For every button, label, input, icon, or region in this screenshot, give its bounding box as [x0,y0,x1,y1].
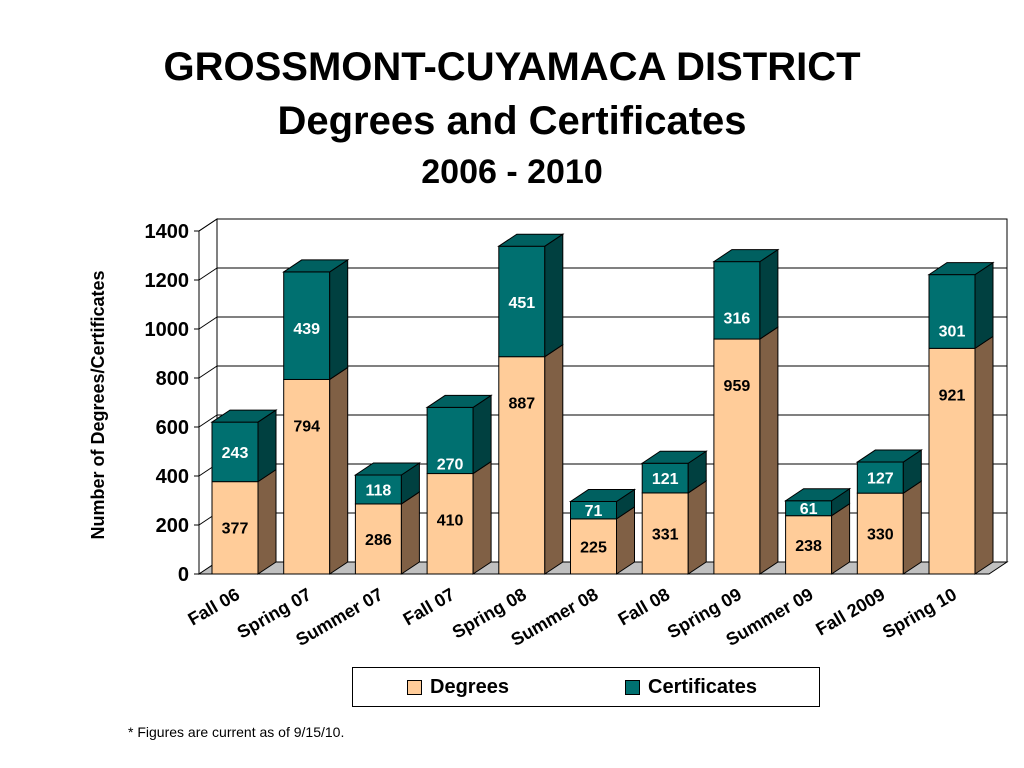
chart-title-line2: Degrees and Certificates [277,99,747,143]
bar-top [712,249,780,263]
bar-top [210,409,278,423]
bar-top [425,394,493,408]
bar-top [640,450,708,464]
legend-swatch-degrees [407,679,422,695]
y-tick-label: 1200 [145,270,190,292]
bar-certificates-side [329,258,349,381]
data-label-certificates: 243 [222,445,249,462]
legend-item-degrees: Degrees [407,675,509,698]
bar-certificates-side [759,248,779,340]
gridline [198,316,218,330]
data-label-degrees: 286 [365,532,392,549]
y-tick-label: 400 [156,466,189,488]
bar-degrees-side [759,326,779,575]
bar-degrees-side [974,335,994,575]
bar-top [855,449,923,463]
data-label-degrees: 225 [580,539,607,556]
y-tick-label: 200 [156,515,189,537]
bar-degrees-side [472,460,492,575]
y-tick-label: 800 [156,368,189,390]
data-label-certificates: 451 [508,295,535,312]
gridline [198,365,218,379]
data-label-degrees: 959 [724,378,751,395]
y-tick-label: 1400 [145,221,190,243]
bar-certificates [354,474,402,505]
gridline [198,218,218,232]
x-tick-label: Fall 06 [184,584,243,629]
data-label-certificates: 127 [867,471,894,488]
bar-degrees-side [329,366,349,575]
data-label-degrees: 377 [222,521,249,538]
data-label-degrees: 921 [939,387,966,404]
y-tick-label: 0 [178,564,189,586]
footnote: * Figures are current as of 9/15/10. [128,724,345,740]
bar-certificates-side [974,261,994,350]
y-tick-label: 600 [156,417,189,439]
bar-certificates [928,274,976,349]
data-label-degrees: 330 [867,527,894,544]
data-label-certificates: 316 [724,311,751,328]
data-label-degrees: 331 [652,526,679,543]
y-axis-label: Number of Degrees/Certificates [88,270,108,539]
legend-label-degrees: Degrees [430,675,509,698]
bar-degrees-side [257,468,277,575]
bar-top [927,262,995,276]
bar-top [282,259,350,273]
data-label-certificates: 301 [939,324,966,341]
bar-degrees [928,347,976,575]
data-label-degrees: 410 [437,513,464,530]
bar-degrees [283,378,331,575]
bar-degrees-side [544,343,564,575]
data-label-degrees: 238 [795,538,822,555]
bar-degrees-side [902,480,922,575]
legend-swatch-certificates [625,679,640,695]
bar-certificates [498,245,546,358]
bar-top [783,488,852,502]
bar-degrees [211,481,259,575]
x-tick-label: Spring 10 [879,584,960,642]
bar-degrees [354,503,402,575]
data-label-certificates: 118 [365,482,391,499]
bar-top [568,488,637,502]
bar-certificates [426,406,474,475]
bar-degrees [713,338,761,575]
chart-legend: Degrees Certificates [352,667,820,707]
y-tick-label: 1000 [145,319,190,341]
x-tick-label: Fall 08 [615,584,674,629]
legend-label-certificates: Certificates [648,675,757,698]
data-label-certificates: 61 [800,501,818,518]
gridline [198,267,218,281]
bar-certificates [283,271,331,380]
data-label-degrees: 887 [508,396,535,413]
bar-certificates [856,461,904,494]
bar-degrees [641,492,689,575]
bar-degrees-side [687,479,707,575]
bar-certificates-side [544,233,564,358]
bar-degrees [498,356,546,575]
x-tick-label: Fall 07 [400,584,459,629]
data-label-certificates: 121 [652,471,679,488]
gridline [198,414,218,428]
chart-title-line1: GROSSMONT-CUYAMACA DISTRICT [163,45,861,89]
data-label-certificates: 439 [293,321,320,338]
bar-top [353,462,422,476]
bar-degrees [856,492,904,575]
bar-degrees [570,518,617,575]
chart-title-line3: 2006 - 2010 [421,153,603,191]
bar-degrees-side [400,490,420,575]
bar-top [497,233,565,247]
x-tick-label: Fall 2009 [812,584,888,639]
bar-certificates-side [472,394,492,475]
data-label-certificates: 270 [437,456,464,473]
bar-degrees [426,473,474,575]
data-label-certificates: 71 [585,503,603,520]
legend-item-certificates: Certificates [625,675,757,698]
bar-certificates [713,261,761,340]
data-label-degrees: 794 [293,418,320,435]
